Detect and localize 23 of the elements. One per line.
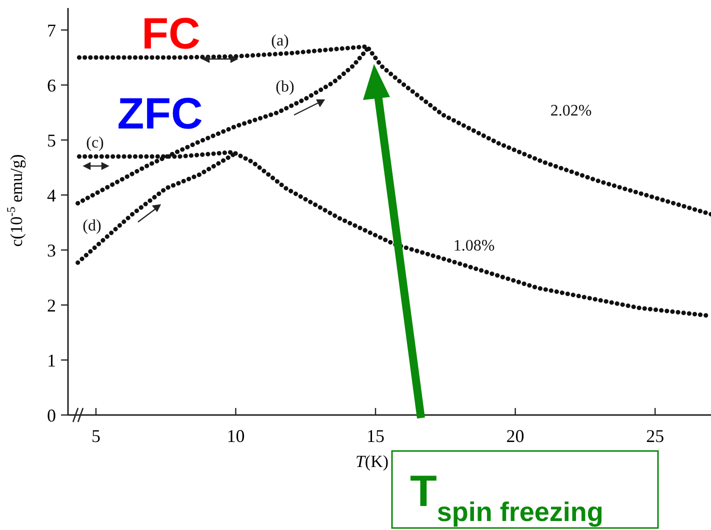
y-tick-label: 0 xyxy=(47,405,56,426)
annotation: 1.08% xyxy=(453,238,495,255)
x-tick-label: 5 xyxy=(91,426,100,446)
y-tick-label: 4 xyxy=(47,185,56,206)
y-tick-label: 2 xyxy=(47,295,56,316)
annotation: (b) xyxy=(276,78,294,96)
annotation: FC xyxy=(142,9,200,58)
annotation: 2.02% xyxy=(550,102,592,120)
x-tick-label: 10 xyxy=(226,426,245,446)
x-tick-label: 25 xyxy=(646,426,664,446)
y-tick-label: 7 xyxy=(47,20,56,40)
annotation: (c) xyxy=(86,134,104,152)
annotation: (a) xyxy=(271,32,289,50)
y-tick-label: 5 xyxy=(47,130,56,150)
x-axis-title: T(K) xyxy=(355,452,389,471)
x-tick-label: 20 xyxy=(506,426,524,446)
x-tick-label: 15 xyxy=(366,426,385,446)
y-tick-label: 3 xyxy=(47,240,56,260)
y-tick-label: 6 xyxy=(47,75,56,96)
annotation: ZFC xyxy=(117,89,203,138)
y-tick-label: 1 xyxy=(47,350,56,370)
annotation: (d) xyxy=(82,218,102,235)
text: T$_{spin freezing}$ xyxy=(410,467,604,527)
